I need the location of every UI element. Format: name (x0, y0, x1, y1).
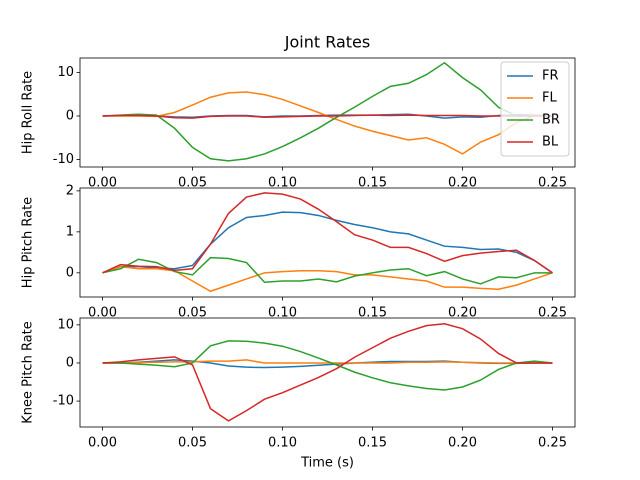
x-tick-label: 0.20 (448, 436, 477, 451)
axes-frame (79, 187, 576, 298)
x-tick-label: 0.15 (358, 436, 387, 451)
x-tick-label: 0.05 (178, 176, 207, 191)
chart-title: Joint Rates (284, 33, 370, 52)
x-tick-label: 0.25 (538, 436, 567, 451)
axes-frame (79, 317, 576, 428)
y-tick-label: 10 (57, 317, 74, 332)
x-tick-label: 0.05 (178, 436, 207, 451)
series-line (102, 211, 553, 274)
y-tick-label: 0 (66, 265, 74, 280)
x-tick-label: 0.05 (178, 306, 207, 321)
x-tick-label: 0.20 (448, 176, 477, 191)
y-tick-label: -10 (53, 152, 74, 167)
legend-label: FR (542, 69, 559, 84)
y-tick-label: 1 (66, 224, 74, 239)
series-line (102, 322, 553, 422)
x-tick-label: 0.15 (358, 306, 387, 321)
legend-box (500, 61, 570, 157)
y-axis-label: Hip Roll Rate (21, 71, 36, 154)
y-axis-label: Knee Pitch Rate (21, 321, 36, 423)
y-tick-label: -10 (53, 394, 74, 409)
x-tick-label: 0.00 (88, 436, 117, 451)
y-tick-label: 10 (57, 65, 74, 80)
legend-label: FL (542, 91, 557, 106)
plot-area (102, 61, 553, 162)
x-tick-label: 0.10 (268, 176, 297, 191)
series-line (102, 340, 553, 391)
legend-label: BL (542, 135, 559, 150)
y-axis-label: Hip Pitch Rate (21, 197, 36, 288)
series-line (102, 359, 553, 364)
x-tick-label: 0.25 (538, 176, 567, 191)
series-line (102, 256, 553, 285)
y-tick-label: 0 (66, 108, 74, 123)
x-tick-label: 0.00 (88, 176, 117, 191)
y-tick-label: 2 (66, 183, 74, 198)
series-line (102, 61, 553, 162)
x-tick-label: 0.00 (88, 306, 117, 321)
x-tick-label: 0.10 (268, 306, 297, 321)
series-line (102, 265, 553, 293)
plot-area (102, 192, 553, 293)
series-line (102, 114, 553, 119)
plot-area (102, 322, 553, 422)
x-axis-label: Time (s) (300, 456, 354, 471)
axes-frame (79, 57, 576, 168)
x-tick-label: 0.15 (358, 176, 387, 191)
series-line (102, 192, 553, 274)
y-tick-label: 0 (66, 355, 74, 370)
x-tick-label: 0.25 (538, 306, 567, 321)
x-tick-label: 0.10 (268, 436, 297, 451)
legend-label: BR (542, 113, 560, 128)
x-tick-label: 0.20 (448, 306, 477, 321)
